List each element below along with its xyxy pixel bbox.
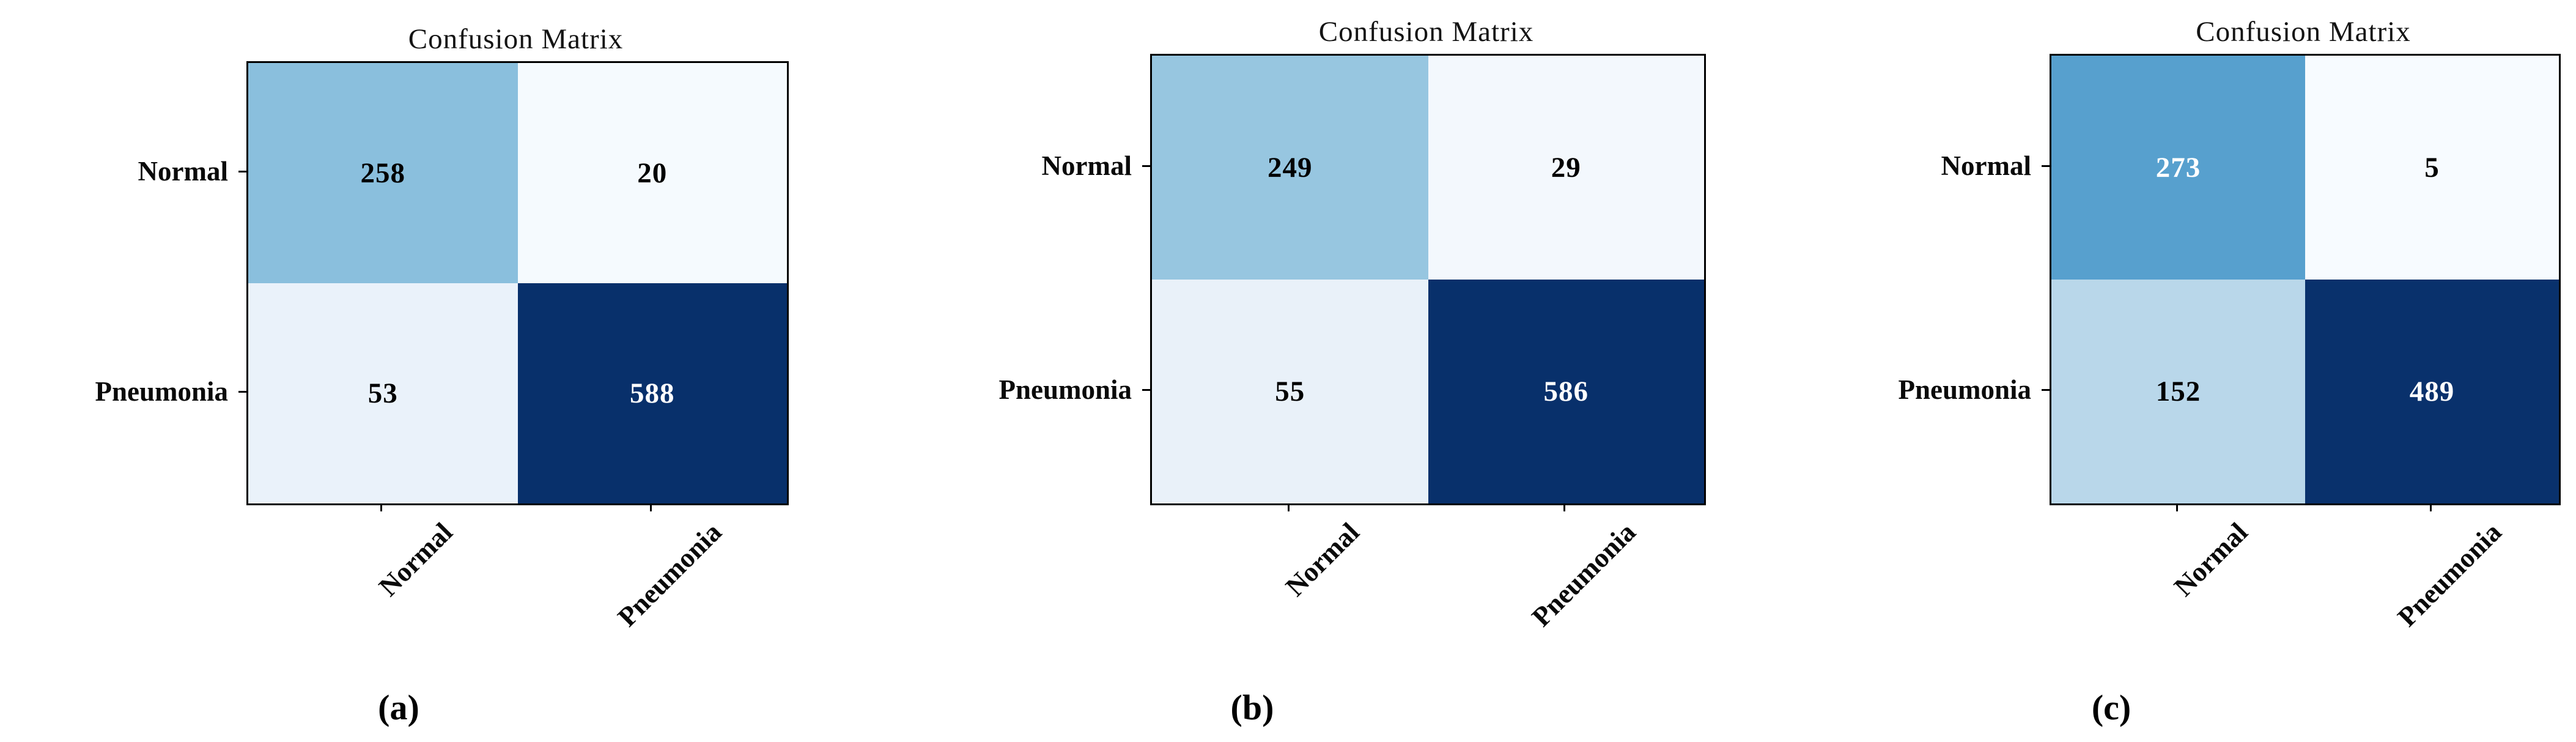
y-tick-mark bbox=[1142, 389, 1150, 391]
panel-a: Confusion Matrix Normal Pneumonia 258 20… bbox=[0, 0, 858, 742]
chart-title: Confusion Matrix bbox=[1318, 16, 1534, 48]
y-tick-label-normal: Normal bbox=[1941, 150, 2031, 181]
x-tick-mark bbox=[2429, 503, 2432, 511]
y-tick-label-normal: Normal bbox=[1041, 150, 1132, 181]
x-tick-label-normal: Normal bbox=[2168, 516, 2254, 603]
y-tick-mark bbox=[2042, 165, 2050, 167]
cell-true-pneumonia-pred-normal: 152 bbox=[2051, 280, 2305, 503]
chart-title: Confusion Matrix bbox=[2196, 16, 2411, 48]
subfigure-caption-b: (b) bbox=[1230, 688, 1274, 727]
confusion-matrix-heatmap: 273 5 152 489 bbox=[2050, 54, 2561, 505]
cell-true-pneumonia-pred-pneumonia: 588 bbox=[517, 283, 787, 503]
cell-true-normal-pred-pneumonia: 29 bbox=[1428, 56, 1704, 280]
cell-true-pneumonia-pred-normal: 55 bbox=[1152, 280, 1428, 503]
cell-true-normal-pred-normal: 258 bbox=[248, 63, 518, 283]
x-tick-mark bbox=[1287, 503, 1290, 511]
cell-true-normal-pred-pneumonia: 5 bbox=[2305, 56, 2559, 280]
cell-true-pneumonia-pred-pneumonia: 586 bbox=[1428, 280, 1704, 503]
y-tick-label-pneumonia: Pneumonia bbox=[95, 376, 228, 407]
y-tick-label-pneumonia: Pneumonia bbox=[1898, 374, 2031, 405]
x-tick-mark bbox=[1563, 503, 1566, 511]
cell-true-pneumonia-pred-pneumonia: 489 bbox=[2305, 280, 2559, 503]
cell-true-pneumonia-pred-normal: 53 bbox=[248, 283, 518, 503]
x-tick-mark bbox=[2176, 503, 2178, 511]
x-tick-label-pneumonia: Pneumonia bbox=[611, 516, 728, 633]
subfigure-caption-c: (c) bbox=[2091, 688, 2131, 727]
x-tick-label-normal: Normal bbox=[372, 516, 459, 603]
y-tick-mark bbox=[238, 171, 246, 173]
cell-true-normal-pred-normal: 273 bbox=[2051, 56, 2305, 280]
chart-title: Confusion Matrix bbox=[408, 23, 624, 55]
subfigure-caption-a: (a) bbox=[378, 688, 419, 727]
y-tick-label-normal: Normal bbox=[138, 156, 228, 187]
cell-true-normal-pred-pneumonia: 20 bbox=[517, 63, 787, 283]
y-tick-mark bbox=[2042, 389, 2050, 391]
x-tick-mark bbox=[649, 503, 652, 511]
y-tick-label-pneumonia: Pneumonia bbox=[998, 374, 1132, 405]
panel-c: Confusion Matrix Normal Pneumonia 273 5 … bbox=[1717, 0, 2576, 742]
x-tick-mark bbox=[380, 503, 383, 511]
panel-b: Confusion Matrix Normal Pneumonia 249 29… bbox=[858, 0, 1717, 742]
confusion-matrix-heatmap: 249 29 55 586 bbox=[1150, 54, 1706, 505]
cell-true-normal-pred-normal: 249 bbox=[1152, 56, 1428, 280]
y-tick-mark bbox=[238, 391, 246, 393]
x-tick-label-pneumonia: Pneumonia bbox=[2391, 516, 2508, 633]
x-tick-label-pneumonia: Pneumonia bbox=[1526, 516, 1642, 633]
confusion-matrix-heatmap: 258 20 53 588 bbox=[246, 61, 789, 505]
x-tick-label-normal: Normal bbox=[1280, 516, 1365, 603]
y-tick-mark bbox=[1142, 165, 1150, 167]
